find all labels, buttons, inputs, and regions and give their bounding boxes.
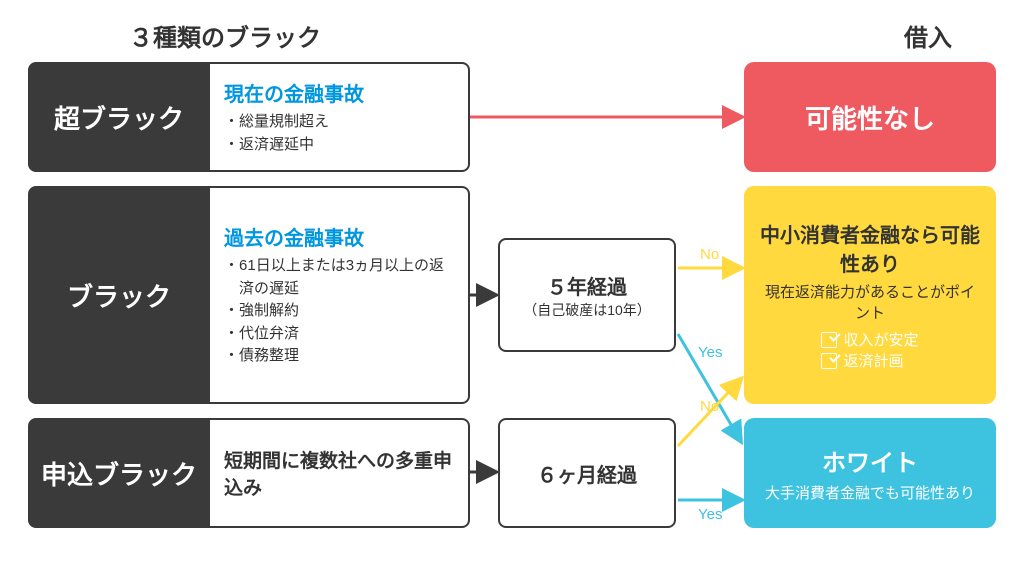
check-line: 返済計画 [821,350,918,371]
detail-title: 現在の金融事故 [224,78,454,107]
edge-label: No [700,398,719,415]
edge-label: Yes [698,344,722,361]
detail-bullet: ・61日以上または3ヵ月以上の返済の遅延 [224,255,454,300]
detail-bullet: ・代位弁済 [224,323,454,346]
check-text: 収入が安定 [843,329,918,350]
edge-label: No [700,246,719,263]
detail-bullet: ・強制解約 [224,300,454,323]
category-label: ブラック [28,186,210,404]
detail-plain: 短期間に複数社への多重申込み [224,446,454,500]
detail-bullet: ・返済遅延中 [224,134,454,157]
header-right-title: 借入 [904,18,952,53]
detail-title: 過去の金融事故 [224,222,454,251]
header-row: ３種類のブラック 借入 [0,18,1024,53]
category-detail: 過去の金融事故・61日以上または3ヵ月以上の返済の遅延・強制解約・代位弁済・債務… [210,186,470,404]
outcome-box: 中小消費者金融なら可能性あり現在返済能力があることがポイント収入が安定返済計画 [744,186,996,404]
category-detail: 短期間に複数社への多重申込み [210,418,470,528]
outcome-box: ホワイト大手消費者金融でも可能性あり [744,418,996,528]
outcome-checks: 収入が安定返済計画 [821,329,918,371]
decision-box: ６ヶ月経過 [498,418,676,528]
decision-title: ６ヶ月経過 [537,459,637,488]
header-left-title: ３種類のブラック [0,18,450,53]
decision-title: ５年経過 [547,271,627,300]
outcome-sub: 大手消費者金融でも可能性あり [747,482,993,503]
outcome-title: 中小消費者金融なら可能性あり [744,219,996,277]
check-line: 収入が安定 [821,329,918,350]
check-icon [821,353,837,369]
category-label: 超ブラック [28,62,210,172]
decision-box: ５年経過（自己破産は10年） [498,238,676,352]
category-label: 申込ブラック [28,418,210,528]
edge-label: Yes [698,506,722,523]
detail-bullet: ・総量規制超え [224,111,454,134]
check-icon [821,332,837,348]
outcome-title: ホワイト [808,443,932,478]
outcome-box: 可能性なし [744,62,996,172]
decision-sub: （自己破産は10年） [523,300,651,320]
check-text: 返済計画 [843,350,903,371]
detail-bullet: ・債務整理 [224,345,454,368]
category-detail: 現在の金融事故・総量規制超え・返済遅延中 [210,62,470,172]
outcome-title: 可能性なし [791,99,949,136]
detail-list: ・61日以上または3ヵ月以上の返済の遅延・強制解約・代位弁済・債務整理 [224,255,454,368]
outcome-sub: 現在返済能力があることがポイント [744,281,996,323]
detail-list: ・総量規制超え・返済遅延中 [224,111,454,156]
